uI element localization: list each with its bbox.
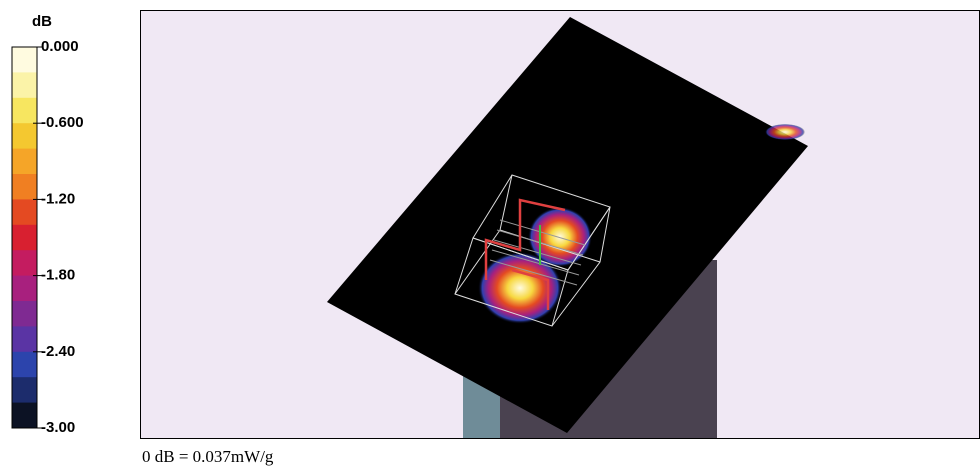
colorbar-segment [12,97,37,124]
colorbar-segment [12,351,37,378]
colorbar-tick-label: -1.20 [41,190,75,207]
colorbar-segment [12,250,37,277]
scene [140,10,980,439]
caption: 0 dB = 0.037mW/g [142,447,274,466]
colorbar-segment [12,301,37,327]
colorbar-segment [12,224,37,251]
colorbar-segment [12,123,37,150]
colorbar-tick-label: -0.600 [41,114,84,131]
colorbar-segment [12,275,37,302]
colorbar-segment [12,402,37,429]
colorbar-frame [11,46,38,429]
colorbar-segment [12,148,37,175]
colorbar-tick-label: -3.00 [41,419,75,436]
colorbar-segment [12,47,37,73]
colorbar-segment [12,377,37,404]
colorbar-segment [12,199,37,226]
colorbar-tick-label: 0.000 [41,38,79,55]
colorbar: dB 0.000 -0.600 -1.20 -1.80 -2.40 -3.00 [11,13,84,436]
colorbar-segment [12,326,37,353]
colorbar-unit: dB [32,13,52,30]
colorbar-tick-label: -2.40 [41,343,75,360]
colorbar-segment [12,174,37,200]
colorbar-segment [12,72,37,99]
colorbar-tick-label: -1.80 [41,267,75,284]
